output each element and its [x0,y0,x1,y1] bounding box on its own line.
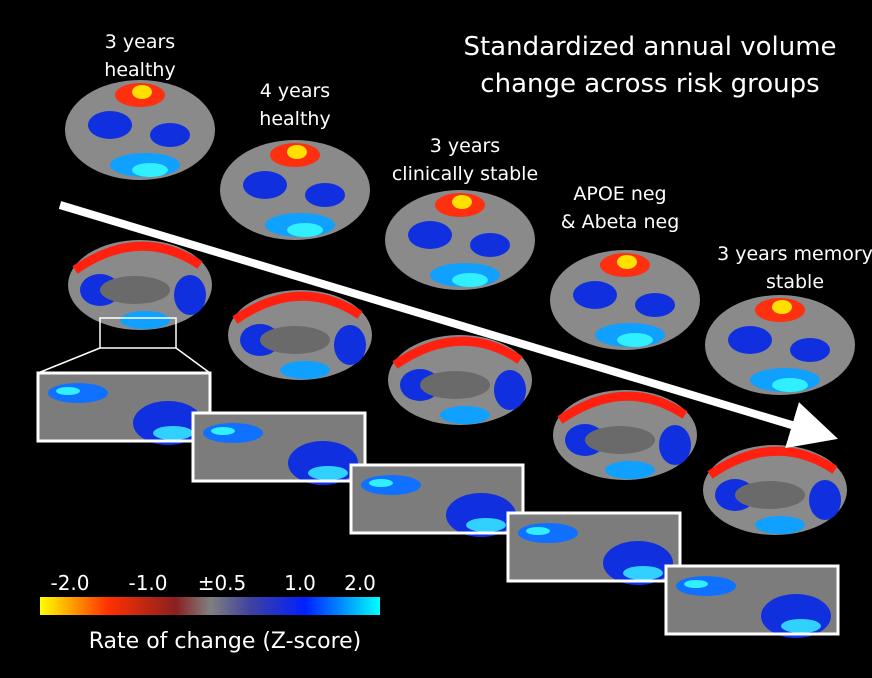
blob [494,370,526,410]
blob [440,406,490,424]
blob [526,527,550,535]
colorbar-tick-label: 2.0 [344,571,376,595]
group-label: stable [766,271,824,293]
group-label: clinically stable [392,163,538,185]
colorbar-tick-label: 1.0 [284,571,316,595]
blob [605,461,655,479]
blob [452,195,472,209]
blob [735,481,805,509]
blob [452,273,488,287]
blob [573,281,617,309]
blob [287,145,307,159]
blob [466,518,506,532]
blob [772,300,792,314]
blob [100,276,170,304]
title-line: Standardized annual volume [463,32,836,62]
blob [585,426,655,454]
blob [659,425,691,465]
blob [211,427,235,435]
colorbar-tick-label: -2.0 [50,571,89,595]
figure: Standardized annual volume change across… [0,0,872,678]
blob [755,516,805,534]
blob [617,255,637,269]
blob [260,326,330,354]
blob [790,338,830,362]
group-label: healthy [259,108,330,130]
blob [153,426,193,440]
colorbar-tick-label: ±0.5 [198,571,247,595]
blob [120,311,170,329]
blob [334,325,366,365]
blob [781,619,821,633]
colorbar-label: Rate of change (Z-score) [89,629,362,654]
group-label: & Abeta neg [561,211,680,233]
colorbar-tick-label: -1.0 [128,571,167,595]
blob [772,378,808,392]
group-label: 3 years [105,31,175,53]
group-label: 3 years [430,135,500,157]
blob [369,479,393,487]
blob [280,361,330,379]
blob [420,371,490,399]
blob [287,223,323,237]
title-line: change across risk groups [480,69,819,99]
group-label: 4 years [260,80,330,102]
blob [308,466,348,480]
group-label: APOE neg [573,183,666,205]
group-label: 3 years memory [717,243,872,265]
blob [150,123,190,147]
blob [809,480,841,520]
blob [728,326,772,354]
blob [243,171,287,199]
blob [88,111,132,139]
blob [617,333,653,347]
colorbar [40,597,380,615]
blob [470,233,510,257]
blob [174,275,206,315]
blob [635,293,675,317]
blob [132,85,152,99]
blob [56,387,80,395]
blob [132,163,168,177]
blob [623,566,663,580]
group-label: healthy [104,59,175,81]
blob [305,183,345,207]
blob [408,221,452,249]
blob [684,580,708,588]
